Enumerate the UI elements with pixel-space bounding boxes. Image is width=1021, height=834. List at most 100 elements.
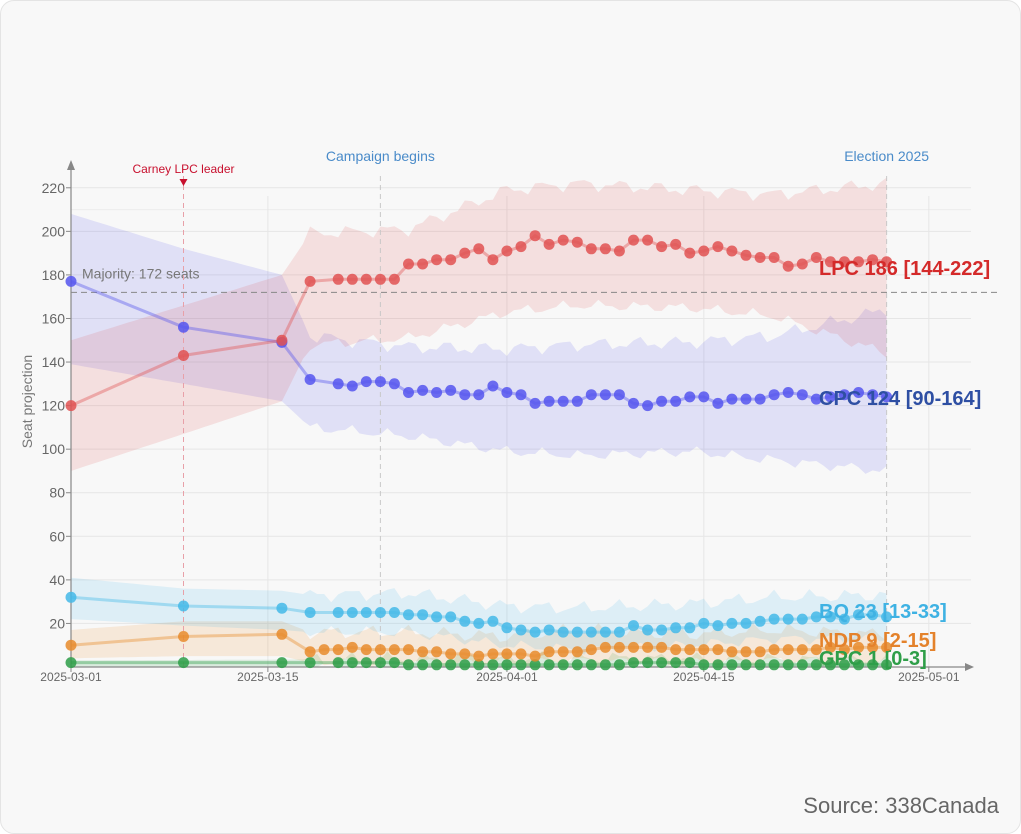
gpc-point [684,657,696,669]
lpc-point [599,243,611,255]
x-tick-label: 2025-05-01 [898,670,960,684]
gpc-point [417,659,429,671]
lpc-point [501,245,513,257]
lpc-point [346,273,358,285]
bq-point [178,600,189,612]
cpc-point [642,400,654,412]
lpc-point [529,230,541,242]
bq-point [642,624,654,636]
lpc-point [810,252,822,263]
gpc-point [346,657,358,669]
y-tick-label: 220 [42,180,66,196]
bq-point [276,602,288,614]
gpc-point [276,657,288,669]
gpc-point [332,657,344,669]
ndp-point [585,644,597,656]
bq-band [71,577,887,655]
ndp-point [656,641,668,653]
x-tick-label: 2025-03-01 [40,670,102,684]
cpc-point [445,384,457,396]
bq-point [853,609,864,621]
cpc-point [628,397,639,409]
ndp-point [726,646,738,658]
axes: 20 40 60 80 100 120 140 160 180 200 220 2025-03-01 2… [19,160,974,684]
bq-point [684,622,696,634]
ndp-point [712,644,724,656]
gpc-point [726,659,738,671]
x-tick-label: 2025-03-15 [237,670,299,684]
lpc-end-label: LPC 186 [144-222] [819,258,990,280]
gpc-series [65,657,893,671]
lpc-point [431,254,443,266]
x-axis-arrow [965,663,974,671]
ndp-point [304,646,316,658]
bq-point [543,624,555,636]
cpc-point [754,393,766,405]
gpc-point [867,659,879,671]
cpc-point [403,387,414,398]
ndp-point [740,646,752,658]
cpc-point [417,384,429,396]
lpc-band [71,177,887,471]
lpc-point [824,256,836,268]
ndp-point [346,641,358,653]
gpc-point [740,659,752,671]
lpc-point [796,258,808,270]
cpc-point [487,380,499,392]
majority-label: Majority: 172 seats [82,265,200,281]
cpc-point [571,395,583,407]
bq-point [740,617,752,629]
bq-point [824,611,836,623]
bq-point [810,611,822,623]
ndp-point [332,644,344,656]
gpc-point [571,659,583,671]
bq-point [571,626,583,638]
lpc-point [684,247,696,259]
lpc-point [712,241,724,253]
gpc-point [754,659,766,671]
bq-point [754,615,766,627]
lpc-point [867,254,879,266]
ndp-point [628,641,639,653]
cpc-point [824,391,836,403]
cpc-point [670,395,682,407]
bq-point [796,613,808,625]
ndp-point [473,650,485,662]
lpc-point [487,254,499,266]
bq-point [473,617,485,629]
event-marker-arrow [179,179,188,186]
ndp-point [613,641,625,653]
bq-point [431,611,443,623]
gpc-point [585,659,597,671]
cpc-point [656,395,668,407]
bq-point [403,609,414,621]
lpc-point [740,249,752,261]
bq-point [867,609,879,621]
cpc-point [613,389,625,401]
gpc-point [599,659,611,671]
ndp-point [403,644,414,656]
gpc-point [613,659,625,671]
cpc-point [473,389,485,401]
bq-point [838,613,850,625]
bq-point [346,607,358,618]
ndp-point [431,646,443,658]
ndp-point [824,641,836,653]
ndp-point [360,644,372,656]
lpc-point [881,256,893,268]
ndp-point [867,641,879,653]
ndp-point [501,648,513,660]
cpc-point [740,393,752,405]
gpc-point [768,659,780,671]
y-axis-arrow [67,160,75,170]
cpc-point [838,389,850,401]
cpc-point [178,321,189,333]
cpc-point [374,376,386,388]
cpc-point [304,374,316,385]
lpc-point [388,273,400,285]
y-tick-label: 80 [49,485,65,501]
ndp-point [276,628,288,640]
cpc-point [543,395,555,407]
bq-point [459,615,471,627]
